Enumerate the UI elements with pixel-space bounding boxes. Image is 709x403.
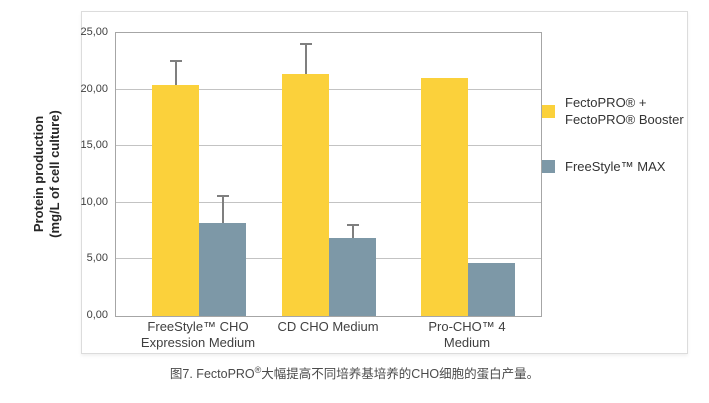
y-tick-label-10: 10,00 [80, 196, 108, 208]
error-bar-cap-fectopro-booster-cd-cho-medium [299, 43, 312, 45]
caption-prefix: 图7. FectoPRO [169, 367, 255, 381]
bar-fectopro-booster-pro-cho-4-medium [421, 78, 468, 316]
y-tick-label-5: 5,00 [86, 252, 108, 264]
caption-registered-mark: ® [254, 364, 262, 375]
y-tick-label-15: 15,00 [80, 139, 108, 151]
legend-item-freestyle-max: FreeStyle™ MAX [542, 158, 684, 175]
x-tick-label-cd-cho-medium: CD CHO Medium [277, 319, 379, 334]
figure-caption: 图7. FectoPRO®大幅提高不同培养基培养的CHO细胞的蛋白产量。 [0, 363, 709, 382]
error-bar-cap-freestyle-max-freestyle-cho-expression-medium [216, 195, 229, 197]
legend-label-freestyle-max: FreeStyle™ MAX [565, 159, 666, 174]
y-tick-label-20: 20,00 [80, 83, 108, 95]
legend-item-fectopro-booster: FectoPRO® + FectoPRO® Booster [542, 94, 684, 128]
bar-fectopro-booster-freestyle-cho-expression-medium [152, 85, 199, 316]
x-tick-label-pro-cho-4-medium: Pro-CHO™ 4 Medium [428, 319, 506, 350]
error-bar-cap-freestyle-max-cd-cho-medium [346, 224, 359, 226]
error-bar-fectopro-booster-freestyle-cho-expression-medium [174, 60, 177, 85]
y-axis-title-line1: Protein production [31, 115, 46, 233]
error-bar-freestyle-max-freestyle-cho-expression-medium [221, 195, 224, 223]
bar-fectopro-booster-cd-cho-medium [282, 74, 329, 316]
legend-label-fectopro-booster: FectoPRO® + FectoPRO® Booster [565, 95, 684, 127]
plot-area [115, 32, 542, 317]
error-bar-freestyle-max-cd-cho-medium [351, 224, 354, 238]
legend-swatch-freestyle-max [542, 160, 555, 173]
bar-freestyle-max-cd-cho-medium [329, 238, 376, 316]
legend: FectoPRO® + FectoPRO® Booster FreeStyle™ … [542, 94, 684, 205]
y-axis-title: Protein production (mg/L of cell culture… [31, 24, 63, 324]
bar-freestyle-max-freestyle-cho-expression-medium [199, 223, 246, 316]
y-tick-label-0: 0,00 [86, 309, 108, 321]
caption-suffix: 大幅提高不同培养基培养的CHO细胞的蛋白产量。 [261, 367, 540, 381]
y-axis-title-line2: (mg/L of cell culture) [47, 110, 62, 238]
legend-swatch-fectopro-booster [542, 104, 555, 118]
y-tick-label-25: 25,00 [80, 26, 108, 38]
error-bar-fectopro-booster-cd-cho-medium [304, 43, 307, 74]
error-bar-cap-fectopro-booster-freestyle-cho-expression-medium [169, 60, 182, 62]
bar-freestyle-max-pro-cho-4-medium [468, 263, 515, 316]
x-tick-label-freestyle-cho-expression-medium: FreeStyle™ CHO Expression Medium [140, 319, 256, 350]
